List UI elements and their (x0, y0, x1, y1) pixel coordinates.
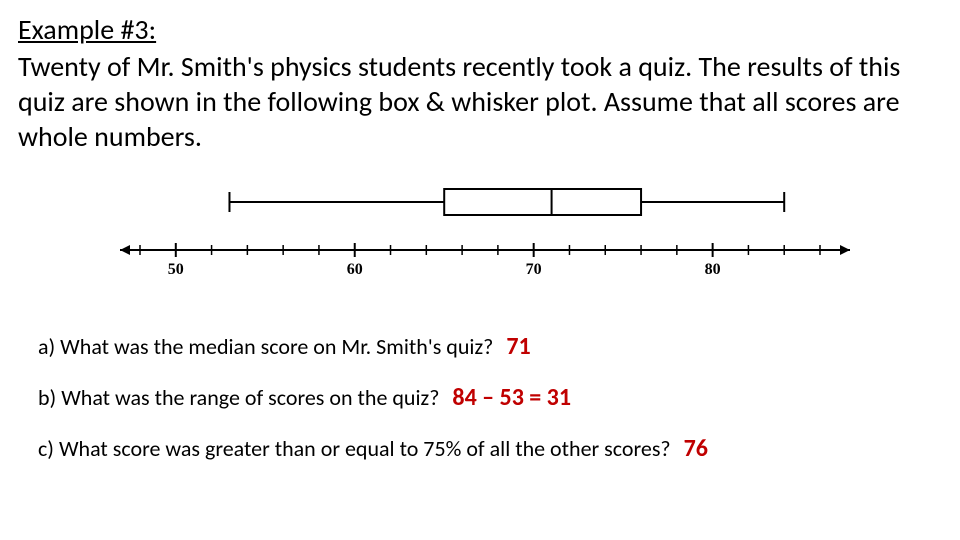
svg-text:80: 80 (705, 261, 721, 278)
question-b: b) What was the range of scores on the q… (38, 383, 942, 412)
question-a-answer: 71 (506, 332, 530, 361)
svg-text:60: 60 (347, 261, 363, 278)
questions-block: a) What was the median score on Mr. Smit… (18, 332, 942, 463)
problem-statement: Twenty of Mr. Smith's physics students r… (18, 49, 942, 154)
svg-text:50: 50 (168, 261, 184, 278)
question-c-answer: 76 (684, 434, 708, 463)
question-b-answer: 84 – 53 = 31 (452, 383, 571, 412)
boxplot-svg: 50 60 70 80 (100, 172, 860, 282)
example-title: Example #3: (18, 12, 942, 47)
svg-text:70: 70 (526, 261, 542, 278)
question-b-label: b) What was the range of scores on the q… (38, 384, 439, 411)
question-c: c) What score was greater than or equal … (38, 434, 942, 463)
question-a-label: a) What was the median score on Mr. Smit… (38, 333, 493, 360)
boxplot-container: 50 60 70 80 (18, 172, 942, 282)
question-a: a) What was the median score on Mr. Smit… (38, 332, 942, 361)
question-c-label: c) What score was greater than or equal … (38, 435, 671, 462)
